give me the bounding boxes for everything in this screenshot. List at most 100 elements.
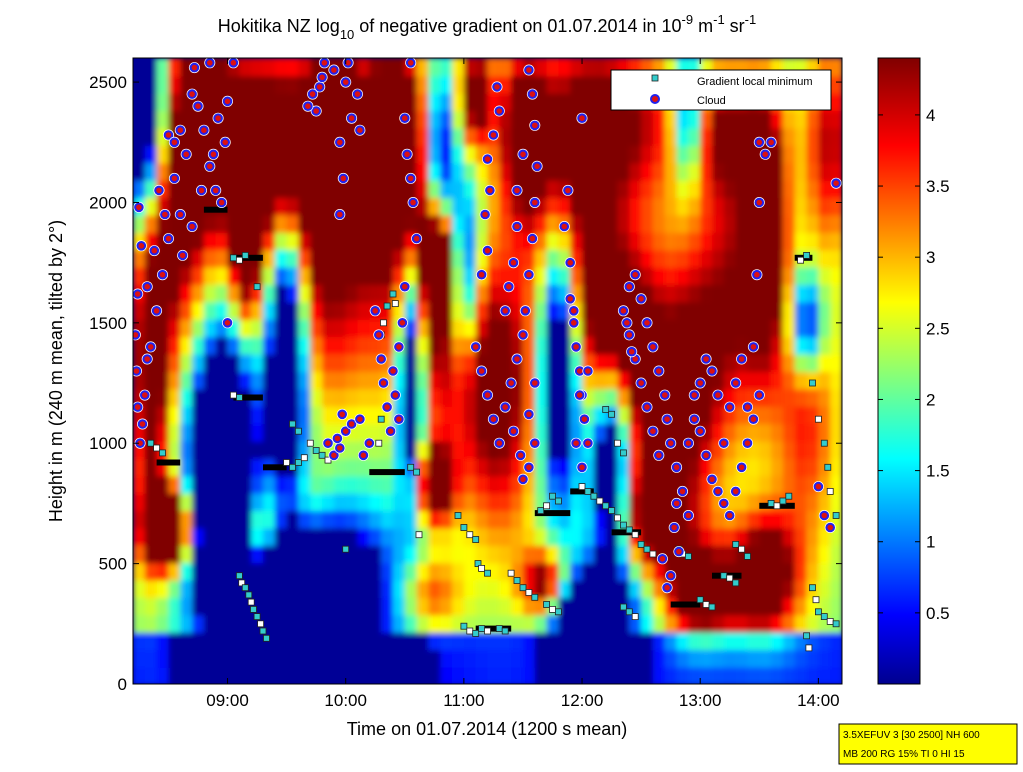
heatmap-cell xyxy=(782,475,796,494)
gradient-min-marker xyxy=(531,593,539,601)
heatmap-cell xyxy=(381,562,394,581)
heatmap-cell xyxy=(156,144,170,164)
heatmap-cell xyxy=(416,58,430,77)
heatmap-cell xyxy=(452,649,465,668)
heatmap-cell xyxy=(251,231,264,251)
heatmap-cell xyxy=(499,388,513,407)
heatmap-cell xyxy=(227,510,241,529)
cloud-marker xyxy=(149,245,160,256)
heatmap-cell xyxy=(499,318,513,338)
heatmap-cell xyxy=(582,144,595,164)
heatmap-cell xyxy=(452,423,465,442)
heatmap-cell xyxy=(463,318,477,338)
cloud-marker xyxy=(476,366,487,376)
heatmap-cell xyxy=(262,388,276,407)
heatmap-cell xyxy=(133,614,146,633)
gradient-min-marker xyxy=(241,584,249,592)
heatmap-cell xyxy=(735,144,749,164)
heatmap-cell xyxy=(310,579,324,599)
heatmap-cell xyxy=(534,579,548,599)
heatmap-cell xyxy=(782,197,796,216)
heatmap-cell xyxy=(546,214,560,233)
cloud-marker xyxy=(482,154,493,164)
heatmap-cell xyxy=(298,405,312,425)
heatmap-cell xyxy=(168,527,182,546)
heatmap-cell xyxy=(180,649,194,668)
heatmap-cell xyxy=(617,110,631,129)
gradient-min-marker xyxy=(578,483,586,491)
heatmap-cell xyxy=(475,318,489,338)
heatmap-cell xyxy=(641,110,654,129)
heatmap-cell xyxy=(723,649,737,668)
cloud-marker xyxy=(335,443,345,453)
heatmap-cell xyxy=(558,58,572,77)
heatmap-cell xyxy=(558,579,572,599)
heatmap-cell xyxy=(605,144,619,164)
heatmap-cell xyxy=(546,544,560,564)
heatmap-cell xyxy=(558,318,572,338)
heatmap-cell xyxy=(700,614,714,633)
heatmap-cell xyxy=(782,562,796,581)
heatmap-cell xyxy=(310,492,324,512)
gradient-min-marker xyxy=(501,627,509,635)
heatmap-cell xyxy=(180,179,194,199)
cloud-marker xyxy=(332,433,343,444)
heatmap-cell xyxy=(404,631,418,651)
gradient-min-marker xyxy=(484,627,491,635)
cloud-marker xyxy=(713,390,723,400)
heatmap-cell xyxy=(475,179,489,199)
heatmap-cell xyxy=(192,510,205,529)
heatmap-cell xyxy=(463,284,477,303)
cloud-marker xyxy=(742,438,753,449)
heatmap-cell xyxy=(664,162,678,181)
heatmap-cell xyxy=(452,110,465,129)
cloud-marker xyxy=(314,82,325,92)
heatmap-cell xyxy=(582,58,595,77)
heatmap-cell xyxy=(381,75,394,94)
heatmap-cell xyxy=(818,197,832,216)
heatmap-cell xyxy=(274,197,288,216)
heatmap-cell xyxy=(392,249,406,268)
heatmap-cell xyxy=(723,162,737,181)
heatmap-cell xyxy=(392,527,406,546)
heatmap-cell xyxy=(274,92,288,112)
heatmap-cell xyxy=(463,457,477,477)
heatmap-cell xyxy=(712,614,725,633)
heatmap-cell xyxy=(133,301,146,320)
gradient-min-marker xyxy=(637,541,645,548)
cloud-marker xyxy=(574,390,585,400)
cloud-marker xyxy=(730,486,741,497)
heatmap-cell xyxy=(239,301,253,320)
heatmap-cell xyxy=(452,597,465,616)
heatmap-cell xyxy=(747,457,761,477)
gradient-min-marker xyxy=(614,514,621,522)
heatmap-cell xyxy=(629,144,643,164)
gradient-min-marker xyxy=(391,300,399,308)
heatmap-cell xyxy=(215,423,229,442)
heatmap-cell xyxy=(381,544,394,564)
cloud-marker xyxy=(187,89,197,99)
heatmap-cell xyxy=(511,336,524,355)
heatmap-cell xyxy=(712,266,725,286)
heatmap-cell xyxy=(381,231,394,251)
heatmap-cell xyxy=(274,58,288,77)
cloud-marker xyxy=(518,330,528,340)
heatmap-cell xyxy=(818,631,832,651)
heatmap-cell xyxy=(286,110,300,129)
heatmap-cell xyxy=(440,614,454,633)
heatmap-cell xyxy=(558,614,572,633)
heatmap-cell xyxy=(806,127,820,146)
heatmap-cell xyxy=(404,75,418,94)
heatmap-cell xyxy=(700,510,714,529)
heatmap-cell xyxy=(239,353,253,372)
cloud-marker xyxy=(530,438,540,449)
gradient-min-marker xyxy=(238,579,246,587)
cloud-marker xyxy=(397,318,408,328)
heatmap-cell xyxy=(144,405,158,425)
heatmap-cell xyxy=(144,562,158,581)
heatmap-cell xyxy=(333,457,347,477)
heatmap-cell xyxy=(652,144,666,164)
heatmap-cell xyxy=(416,301,430,320)
heatmap-cell xyxy=(322,197,335,216)
